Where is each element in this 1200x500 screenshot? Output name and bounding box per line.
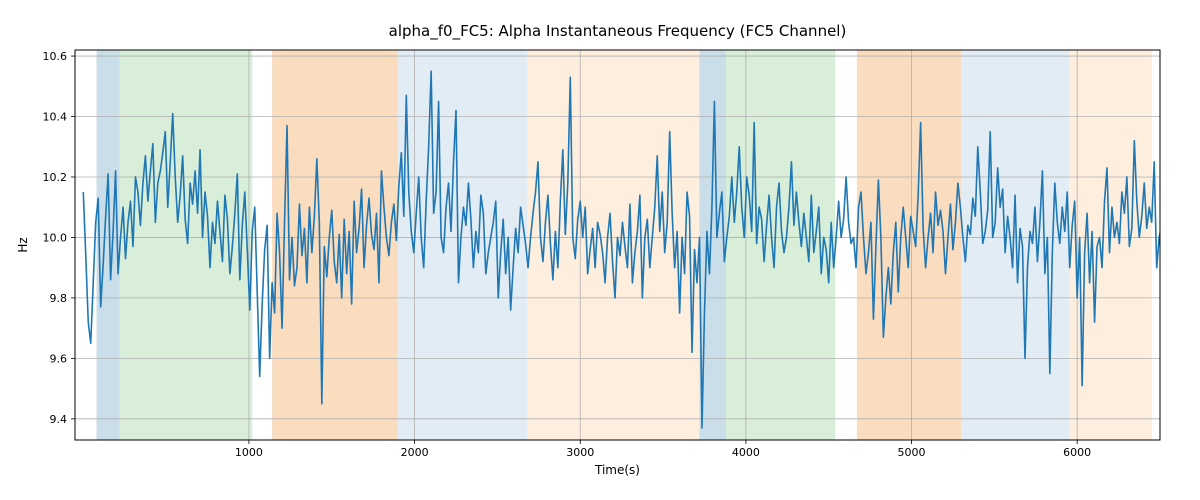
y-tick-label: 9.8 — [50, 292, 68, 305]
y-tick-label: 9.6 — [50, 352, 68, 365]
y-axis-label: Hz — [16, 237, 30, 252]
x-tick-label: 2000 — [401, 446, 429, 459]
shaded-band — [527, 50, 572, 440]
x-tick-label: 3000 — [566, 446, 594, 459]
y-tick-label: 10.4 — [43, 111, 68, 124]
time-series-chart: 1000 2000 3000 4000 5000 6000 9.4 9.6 9.8 10.0 10.… — [0, 0, 1200, 500]
chart-title: alpha_f0_FC5: Alpha Instantaneous Freque… — [389, 22, 847, 41]
y-tick-label: 10.6 — [43, 50, 68, 63]
x-tick-label: 4000 — [732, 446, 760, 459]
x-tick-label: 6000 — [1063, 446, 1091, 459]
x-tick-label: 1000 — [235, 446, 263, 459]
y-tick-label: 10.2 — [43, 171, 68, 184]
x-axis-label: Time(s) — [594, 463, 640, 477]
y-tick-label: 10.0 — [43, 231, 68, 244]
y-tick-label: 9.4 — [50, 413, 68, 426]
chart-container: 1000 2000 3000 4000 5000 6000 9.4 9.6 9.8 10.0 10.… — [0, 0, 1200, 500]
x-tick-label: 5000 — [898, 446, 926, 459]
shaded-band — [726, 50, 835, 440]
